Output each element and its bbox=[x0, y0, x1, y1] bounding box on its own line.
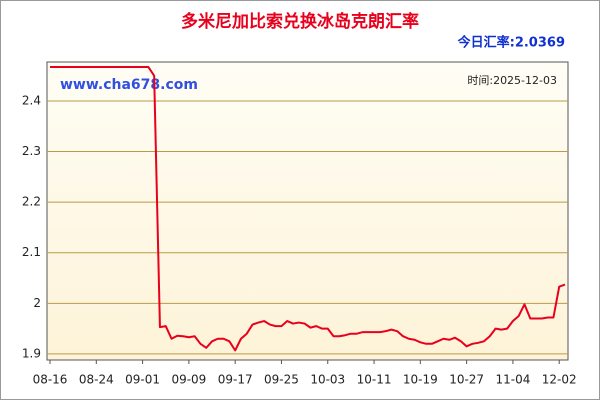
y-tick-label: 2 bbox=[33, 296, 41, 310]
y-tick-label: 2.1 bbox=[22, 245, 41, 259]
rate-label: 今日汇率:2.0369 bbox=[457, 35, 565, 51]
x-tick-label: 09-17 bbox=[218, 373, 253, 387]
y-tick-label: 2.2 bbox=[22, 195, 41, 209]
x-tick-label: 09-01 bbox=[125, 373, 160, 387]
y-tick-label: 2.3 bbox=[22, 144, 41, 158]
x-tick-label: 08-24 bbox=[79, 373, 114, 387]
x-tick-label: 08-16 bbox=[33, 373, 68, 387]
x-tick-label: 12-02 bbox=[542, 373, 577, 387]
x-tick-label: 10-19 bbox=[403, 373, 438, 387]
y-tick-label: 1.9 bbox=[22, 346, 41, 360]
x-tick-label: 09-09 bbox=[171, 373, 206, 387]
plot-area bbox=[46, 61, 569, 361]
line bbox=[50, 66, 566, 352]
x-tick-label: 10-27 bbox=[449, 373, 484, 387]
watermark: www.cha678.com bbox=[60, 77, 198, 93]
chart-title: 多米尼加比索兑换冰岛克朗汇率 bbox=[181, 11, 419, 32]
x-tick-label: 09-25 bbox=[264, 373, 299, 387]
time-label: 时间:2025-12-03 bbox=[467, 74, 557, 87]
x-tick-label: 10-11 bbox=[357, 373, 392, 387]
y-tick-label: 2.4 bbox=[22, 93, 41, 107]
x-tick-label: 10-03 bbox=[310, 373, 345, 387]
x-tick-label: 11-04 bbox=[495, 373, 530, 387]
